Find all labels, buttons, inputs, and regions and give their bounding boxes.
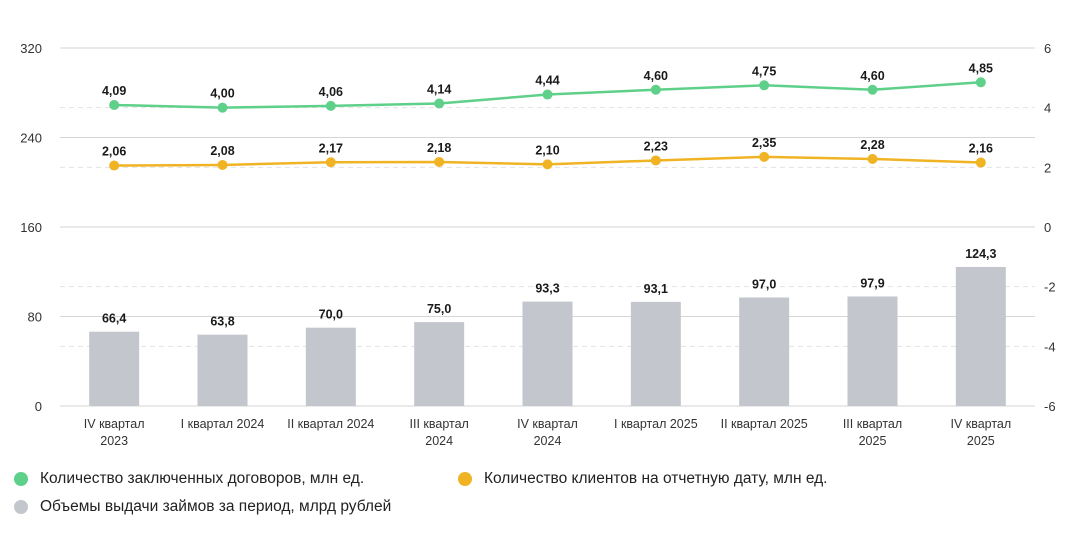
- bar-loans-4: [522, 301, 573, 406]
- left-tick-label: 0: [35, 399, 42, 414]
- line-value-label: 4,06: [319, 85, 343, 99]
- category-label: I квартал 2024: [181, 417, 265, 431]
- line-value-label: 4,44: [535, 74, 559, 88]
- bar-loans-5: [630, 301, 681, 406]
- bar-loans-2: [305, 327, 356, 406]
- bar-value-label: 93,1: [644, 282, 668, 296]
- left-tick-label: 80: [28, 310, 42, 325]
- bar-value-label: 70,0: [319, 308, 343, 322]
- legend: Количество заключенных договоров, млн ед…: [0, 462, 1084, 542]
- legend-dot-yellow-icon: [458, 472, 472, 486]
- line-point-0-3: [434, 98, 445, 109]
- category-label: III квартал: [410, 417, 469, 431]
- line-point-0-2: [325, 100, 336, 111]
- category-label: 2023: [100, 434, 128, 448]
- bar-loans-6: [739, 297, 790, 406]
- line-point-1-1: [217, 159, 228, 170]
- legend-item-clients: Количество клиентов на отчетную дату, мл…: [458, 470, 827, 488]
- bar-loans-7: [847, 296, 898, 406]
- line-point-0-1: [217, 102, 228, 113]
- legend-label-loans: Объемы выдачи займов за период, млрд руб…: [40, 498, 392, 515]
- line-point-0-7: [867, 84, 878, 95]
- line-value-label: 2,08: [210, 144, 234, 158]
- line-value-label: 4,60: [860, 69, 884, 83]
- line-value-label: 2,10: [535, 143, 559, 157]
- bar-value-label: 66,4: [102, 312, 126, 326]
- line-point-1-2: [325, 157, 336, 168]
- line-point-1-5: [650, 155, 661, 166]
- line-value-label: 2,17: [319, 141, 343, 155]
- bar-series: [89, 266, 1006, 406]
- category-label: 2025: [859, 434, 887, 448]
- bar-loans-1: [197, 334, 248, 406]
- legend-dot-green-icon: [14, 472, 28, 486]
- line-point-0-6: [759, 80, 770, 91]
- category-label: 2024: [534, 434, 562, 448]
- bar-loans-3: [414, 322, 465, 406]
- category-label: I квартал 2025: [614, 417, 698, 431]
- left-tick-label: 240: [20, 131, 42, 146]
- right-axis: -6 -4 -2 0 2 4 6: [1044, 41, 1056, 414]
- line-value-label: 2,16: [969, 142, 993, 156]
- line-series: [109, 77, 986, 171]
- category-label: II квартал 2025: [721, 417, 808, 431]
- category-label: IV квартал: [517, 417, 578, 431]
- bar-value-label: 63,8: [210, 315, 234, 329]
- bar-value-label: 124,3: [965, 247, 996, 261]
- bar-value-label: 97,9: [860, 276, 884, 290]
- right-tick-label: -4: [1044, 339, 1056, 354]
- bar-value-label: 75,0: [427, 302, 451, 316]
- left-tick-label: 160: [20, 220, 42, 235]
- category-label: II квартал 2024: [287, 417, 374, 431]
- legend-item-contracts: Количество заключенных договоров, млн ед…: [14, 470, 364, 488]
- bar-value-label: 97,0: [752, 277, 776, 291]
- line-value-label: 4,60: [644, 69, 668, 83]
- line-point-0-5: [650, 84, 661, 95]
- line-value-label: 2,35: [752, 136, 776, 150]
- bar-loans-0: [89, 331, 140, 406]
- right-tick-label: -2: [1044, 280, 1056, 295]
- line-value-label: 4,09: [102, 84, 126, 98]
- legend-item-loans: Объемы выдачи займов за период, млрд руб…: [14, 498, 391, 516]
- bar-value-label: 93,3: [535, 282, 559, 296]
- left-axis: 0 80 160 240 320: [20, 41, 42, 414]
- legend-dot-gray-icon: [14, 500, 28, 514]
- line-value-label: 4,14: [427, 82, 451, 96]
- right-tick-label: 0: [1044, 220, 1051, 235]
- category-label: III квартал: [843, 417, 902, 431]
- line-value-label: 2,18: [427, 141, 451, 155]
- legend-label-contracts: Количество заключенных договоров, млн ед…: [40, 470, 365, 487]
- line-point-0-4: [542, 89, 553, 100]
- line-point-0-8: [975, 77, 986, 88]
- line-point-1-0: [109, 160, 120, 171]
- legend-label-clients: Количество клиентов на отчетную дату, мл…: [484, 470, 828, 487]
- right-tick-label: 4: [1044, 101, 1051, 116]
- bar-loans-8: [955, 266, 1006, 406]
- line-point-1-8: [975, 157, 986, 168]
- right-tick-label: 2: [1044, 160, 1051, 175]
- combo-chart: 0 80 160 240 320 -6 -4 -2 0 2 4 6 66,4 63,8 70,0 75,0…: [20, 41, 1056, 448]
- category-label: 2024: [425, 434, 453, 448]
- right-tick-label: -6: [1044, 399, 1056, 414]
- line-point-1-6: [759, 151, 770, 162]
- line-value-label: 2,23: [644, 139, 668, 153]
- line-point-1-3: [434, 156, 445, 167]
- line-point-0-0: [109, 99, 120, 110]
- category-label: 2025: [967, 434, 995, 448]
- data-labels: 66,4 63,8 70,0 75,0 93,3 93,1 97,0 97,9 124,3 4,0…: [102, 61, 997, 328]
- left-tick-label: 320: [20, 41, 42, 56]
- line-value-label: 2,28: [860, 138, 884, 152]
- line-value-label: 4,00: [210, 87, 234, 101]
- category-label: IV квартал: [84, 417, 145, 431]
- category-label: IV квартал: [950, 417, 1011, 431]
- line-value-label: 4,85: [969, 61, 993, 75]
- line-value-label: 4,75: [752, 64, 776, 78]
- line-point-1-7: [867, 153, 878, 164]
- line-point-1-4: [542, 159, 553, 170]
- category-axis: IV квартал 2023 I квартал 2024 II квартал 2…: [84, 417, 1011, 448]
- right-tick-label: 6: [1044, 41, 1051, 56]
- line-value-label: 2,06: [102, 145, 126, 159]
